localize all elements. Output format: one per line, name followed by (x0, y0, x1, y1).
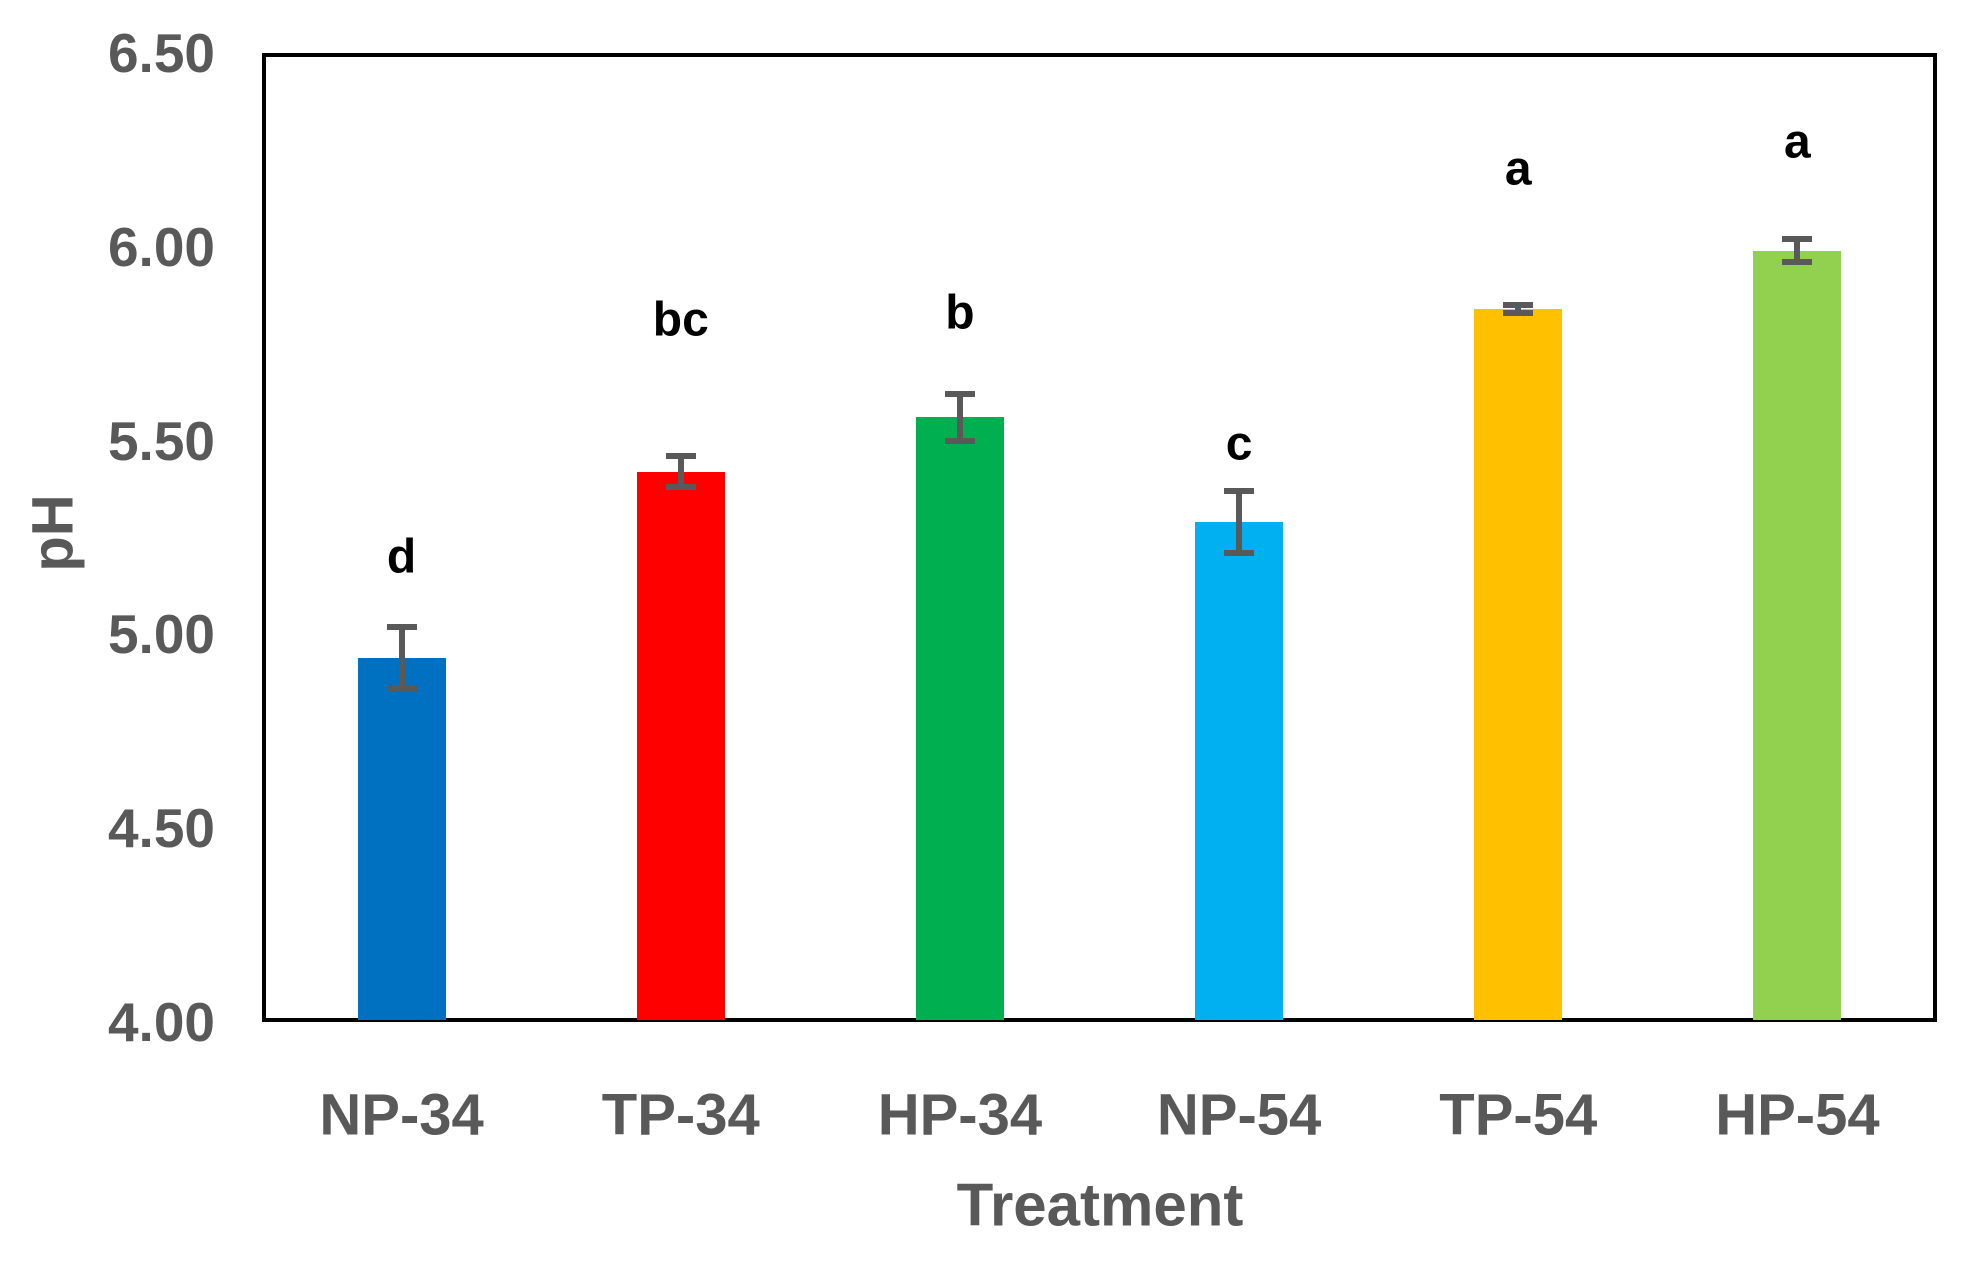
plot-area (262, 53, 1937, 1022)
y-axis-title: pH (20, 494, 86, 572)
y-tick-label: 6.50 (107, 22, 215, 84)
y-tick-label: 4.00 (107, 991, 215, 1053)
bar-HP-34 (915, 417, 1004, 1020)
x-tick-label-TP-34: TP-34 (601, 1082, 760, 1148)
error-bar-line (1794, 239, 1801, 263)
x-tick-label-NP-54: NP-54 (1156, 1082, 1322, 1148)
error-bar-line (1515, 304, 1522, 313)
error-bar-cap (665, 484, 696, 491)
error-bar-cap (665, 453, 696, 460)
error-bar-line (1236, 490, 1243, 553)
significance-letter: c (1225, 417, 1253, 471)
error-bar-cap (1782, 259, 1813, 266)
y-tick-label: 6.00 (107, 215, 215, 278)
x-tick-label-HP-34: HP-34 (877, 1082, 1043, 1148)
x-axis-title: Treatment (956, 1171, 1244, 1239)
bar-TP-34 (636, 471, 725, 1020)
error-bar-line (956, 394, 963, 441)
x-tick-label-NP-34: NP-34 (319, 1082, 484, 1148)
y-tick-label: 5.00 (107, 603, 215, 666)
y-tick-label: 5.50 (107, 409, 215, 472)
bar-HP-54 (1753, 250, 1842, 1020)
error-bar-cap (1503, 301, 1534, 308)
error-bar-cap (1503, 309, 1534, 316)
significance-letter: bc (652, 293, 709, 347)
error-bar-cap (386, 623, 417, 630)
error-bar-cap (386, 685, 417, 692)
error-bar-cap (1782, 236, 1813, 243)
bar-NP-34 (357, 657, 446, 1020)
error-bar-line (398, 626, 405, 689)
error-bar-cap (944, 437, 975, 444)
significance-letter: a (1784, 115, 1811, 169)
significance-letter: d (386, 530, 417, 584)
error-bar-cap (1224, 487, 1255, 494)
error-bar-line (677, 456, 684, 488)
x-tick-label-TP-54: TP-54 (1439, 1082, 1598, 1148)
x-tick-label-HP-54: HP-54 (1715, 1082, 1880, 1148)
bar-TP-54 (1474, 308, 1563, 1020)
significance-letter: b (945, 286, 975, 340)
significance-letter: a (1504, 142, 1532, 196)
bar-NP-54 (1195, 521, 1284, 1020)
error-bar-cap (944, 391, 975, 398)
error-bar-cap (1224, 550, 1255, 556)
y-tick-label: 4.50 (107, 797, 215, 860)
